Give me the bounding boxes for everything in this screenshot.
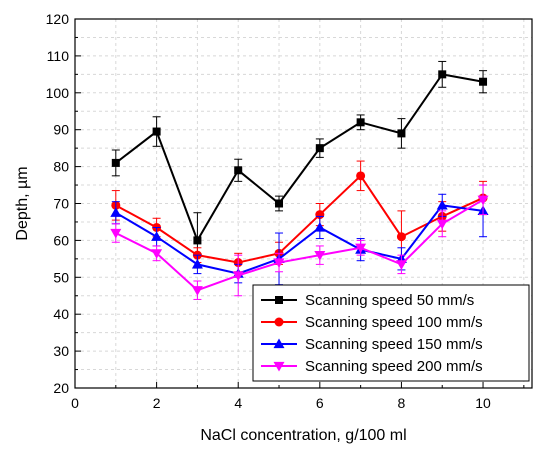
series-line — [115, 73, 484, 243]
data-point — [436, 219, 448, 230]
data-point — [397, 129, 406, 138]
legend-label: Scanning speed 100 mm/s — [305, 314, 483, 331]
y-tick-label: 60 — [53, 232, 69, 248]
x-tick-label: 10 — [475, 395, 491, 411]
data-point — [193, 236, 202, 245]
data-point — [436, 199, 448, 210]
x-axis-label: NaCl concentration, g/100 ml — [200, 427, 406, 444]
legend: Scanning speed 50 mm/s Scanning speed 100… — [252, 284, 530, 382]
data-point — [152, 127, 161, 136]
data-point — [477, 195, 489, 206]
y-tick-label: 120 — [46, 11, 70, 27]
data-point — [438, 70, 447, 79]
data-point — [275, 199, 284, 208]
legend-marker — [273, 361, 285, 372]
legend-box — [252, 284, 530, 382]
data-point — [395, 260, 407, 270]
x-tick-label: 0 — [71, 395, 79, 411]
data-point — [151, 231, 163, 241]
y-tick-label: 20 — [53, 380, 69, 396]
x-tick-label: 2 — [153, 395, 161, 411]
legend-marker — [275, 296, 283, 304]
y-tick-label: 50 — [53, 269, 69, 285]
legend-label: Scanning speed 150 mm/s — [305, 336, 483, 353]
data-point — [111, 158, 120, 167]
data-point — [479, 77, 488, 86]
data-point — [232, 271, 244, 281]
data-point — [234, 166, 243, 175]
data-point — [355, 243, 367, 254]
data-point — [191, 258, 203, 269]
x-tick-label: 4 — [234, 395, 242, 411]
y-tick-label: 30 — [53, 343, 69, 359]
axis-ticks: 0 2 4 6 8 10 20 30 40 50 60 70 80 90 100 110 120 — [46, 11, 525, 411]
series-line — [115, 204, 484, 275]
legend-label: Scanning speed 200 mm/s — [305, 358, 483, 375]
series-line — [115, 174, 484, 264]
series-line — [115, 198, 484, 292]
data-point — [356, 171, 366, 181]
data-point — [151, 249, 163, 259]
data-point — [315, 144, 324, 153]
series-layer — [110, 60, 489, 300]
y-tick-label: 110 — [47, 48, 70, 64]
series-4 — [110, 184, 489, 300]
data-point — [273, 258, 285, 269]
series-2 — [111, 160, 488, 273]
x-tick-label: 6 — [316, 395, 324, 411]
y-tick-label: 100 — [46, 85, 70, 101]
data-point — [314, 251, 326, 261]
data-point — [191, 286, 203, 296]
data-point — [356, 118, 365, 127]
data-point — [314, 221, 326, 232]
y-axis-label: Depth, µm — [14, 166, 31, 240]
legend-label: Scanning speed 50 mm/s — [305, 292, 474, 309]
y-tick-label: 80 — [53, 159, 69, 175]
y-tick-label: 40 — [53, 306, 69, 322]
legend-marker — [273, 338, 285, 349]
data-point — [110, 228, 122, 239]
y-tick-label: 90 — [53, 122, 69, 138]
data-point — [110, 207, 122, 217]
x-tick-label: 8 — [398, 395, 406, 411]
data-point — [396, 232, 406, 242]
y-tick-label: 70 — [53, 196, 69, 212]
legend-marker — [274, 317, 284, 327]
